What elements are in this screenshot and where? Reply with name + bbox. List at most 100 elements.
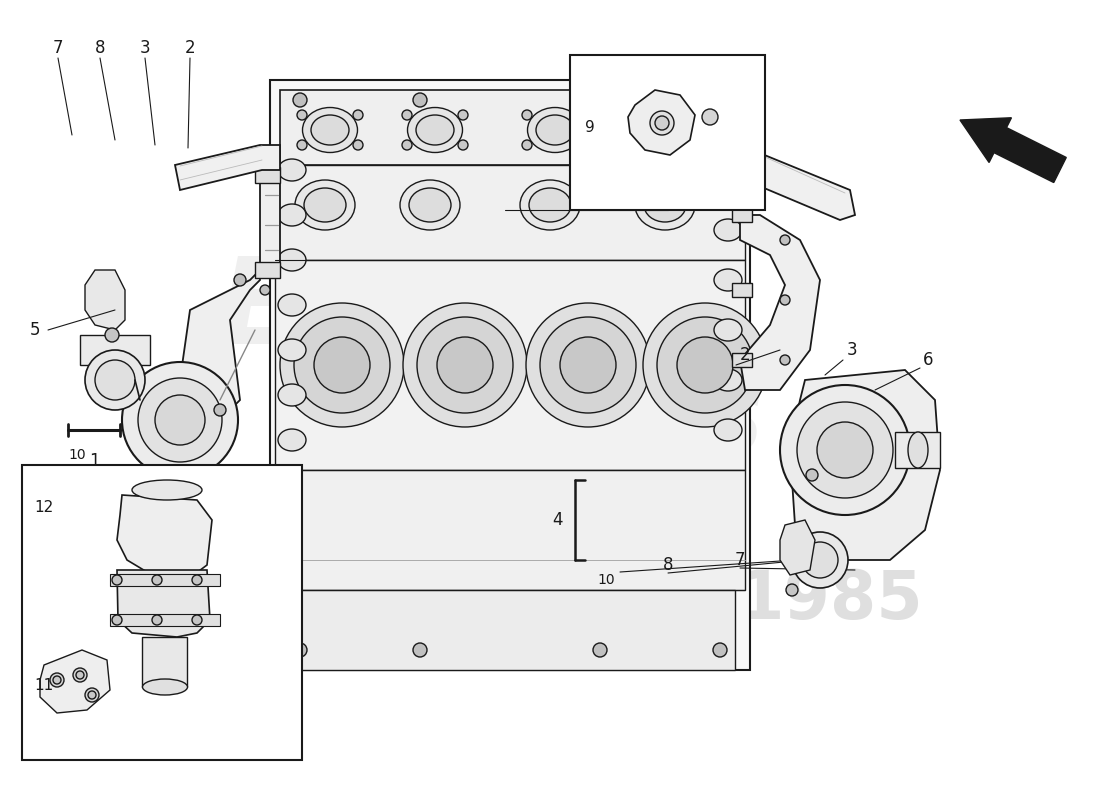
Ellipse shape (908, 432, 928, 468)
Text: 7: 7 (735, 551, 746, 569)
Text: 7: 7 (53, 39, 64, 57)
Ellipse shape (304, 188, 346, 222)
Text: 4: 4 (552, 511, 563, 529)
Circle shape (654, 116, 669, 130)
Text: 3: 3 (140, 39, 151, 57)
FancyArrow shape (960, 118, 1066, 182)
Circle shape (702, 109, 718, 125)
Circle shape (353, 140, 363, 150)
Polygon shape (740, 145, 855, 220)
Text: EuroP: EuroP (218, 251, 623, 369)
Ellipse shape (536, 115, 574, 145)
Ellipse shape (165, 488, 195, 502)
Polygon shape (780, 520, 815, 575)
Ellipse shape (400, 180, 460, 230)
Ellipse shape (644, 188, 686, 222)
Circle shape (780, 295, 790, 305)
Circle shape (152, 575, 162, 585)
Circle shape (522, 140, 532, 150)
Circle shape (214, 404, 225, 416)
Circle shape (644, 303, 767, 427)
Circle shape (138, 378, 222, 462)
Circle shape (122, 362, 238, 478)
Ellipse shape (714, 269, 742, 291)
Text: 8: 8 (662, 556, 673, 574)
Circle shape (112, 575, 122, 585)
Text: 9: 9 (585, 119, 595, 134)
Ellipse shape (278, 159, 306, 181)
Bar (165, 475, 195, 515)
Circle shape (76, 671, 84, 679)
Circle shape (403, 303, 527, 427)
Ellipse shape (407, 107, 462, 153)
Text: 8: 8 (95, 39, 106, 57)
Circle shape (637, 140, 647, 150)
Polygon shape (280, 90, 740, 165)
Polygon shape (628, 90, 695, 155)
Bar (570, 55, 764, 210)
Circle shape (780, 355, 790, 365)
Text: 1: 1 (89, 452, 99, 470)
Circle shape (560, 337, 616, 393)
Polygon shape (117, 570, 210, 637)
Circle shape (657, 317, 754, 413)
Circle shape (402, 110, 412, 120)
Text: 10: 10 (597, 573, 615, 587)
Polygon shape (275, 165, 745, 260)
Text: 2: 2 (739, 346, 750, 364)
Circle shape (817, 422, 873, 478)
Circle shape (88, 691, 96, 699)
Circle shape (155, 395, 205, 445)
Polygon shape (270, 80, 750, 670)
Polygon shape (175, 145, 280, 190)
Circle shape (650, 111, 674, 135)
Ellipse shape (311, 115, 349, 145)
Circle shape (280, 303, 404, 427)
Text: 3: 3 (847, 341, 857, 359)
Polygon shape (285, 590, 735, 670)
Ellipse shape (278, 204, 306, 226)
Ellipse shape (528, 107, 583, 153)
Circle shape (578, 110, 588, 120)
Polygon shape (275, 470, 745, 590)
Text: 12: 12 (34, 499, 53, 514)
Ellipse shape (714, 419, 742, 441)
Circle shape (112, 615, 122, 625)
Ellipse shape (520, 180, 580, 230)
Bar (732, 283, 752, 297)
Ellipse shape (278, 249, 306, 271)
Circle shape (637, 110, 647, 120)
Circle shape (412, 643, 427, 657)
Ellipse shape (635, 180, 695, 230)
Circle shape (593, 643, 607, 657)
Polygon shape (85, 270, 125, 330)
Circle shape (95, 360, 135, 400)
Circle shape (192, 615, 202, 625)
Circle shape (85, 350, 145, 410)
Bar (255, 262, 280, 278)
Ellipse shape (295, 180, 355, 230)
Ellipse shape (132, 480, 202, 500)
Polygon shape (180, 175, 280, 420)
Ellipse shape (642, 107, 697, 153)
Text: a passion for: a passion for (330, 583, 510, 657)
Text: arces: arces (395, 362, 766, 478)
Circle shape (806, 469, 818, 481)
Ellipse shape (714, 219, 742, 241)
Circle shape (353, 110, 363, 120)
Circle shape (593, 93, 607, 107)
Circle shape (73, 668, 87, 682)
Circle shape (293, 93, 307, 107)
Text: 5: 5 (30, 321, 41, 339)
Circle shape (792, 532, 848, 588)
Bar (22, 465, 302, 760)
Circle shape (780, 385, 910, 515)
Bar (110, 614, 220, 626)
Ellipse shape (278, 339, 306, 361)
Ellipse shape (714, 319, 742, 341)
Ellipse shape (529, 188, 571, 222)
Circle shape (85, 688, 99, 702)
Ellipse shape (714, 169, 742, 191)
Circle shape (780, 235, 790, 245)
Text: 11: 11 (34, 678, 53, 693)
